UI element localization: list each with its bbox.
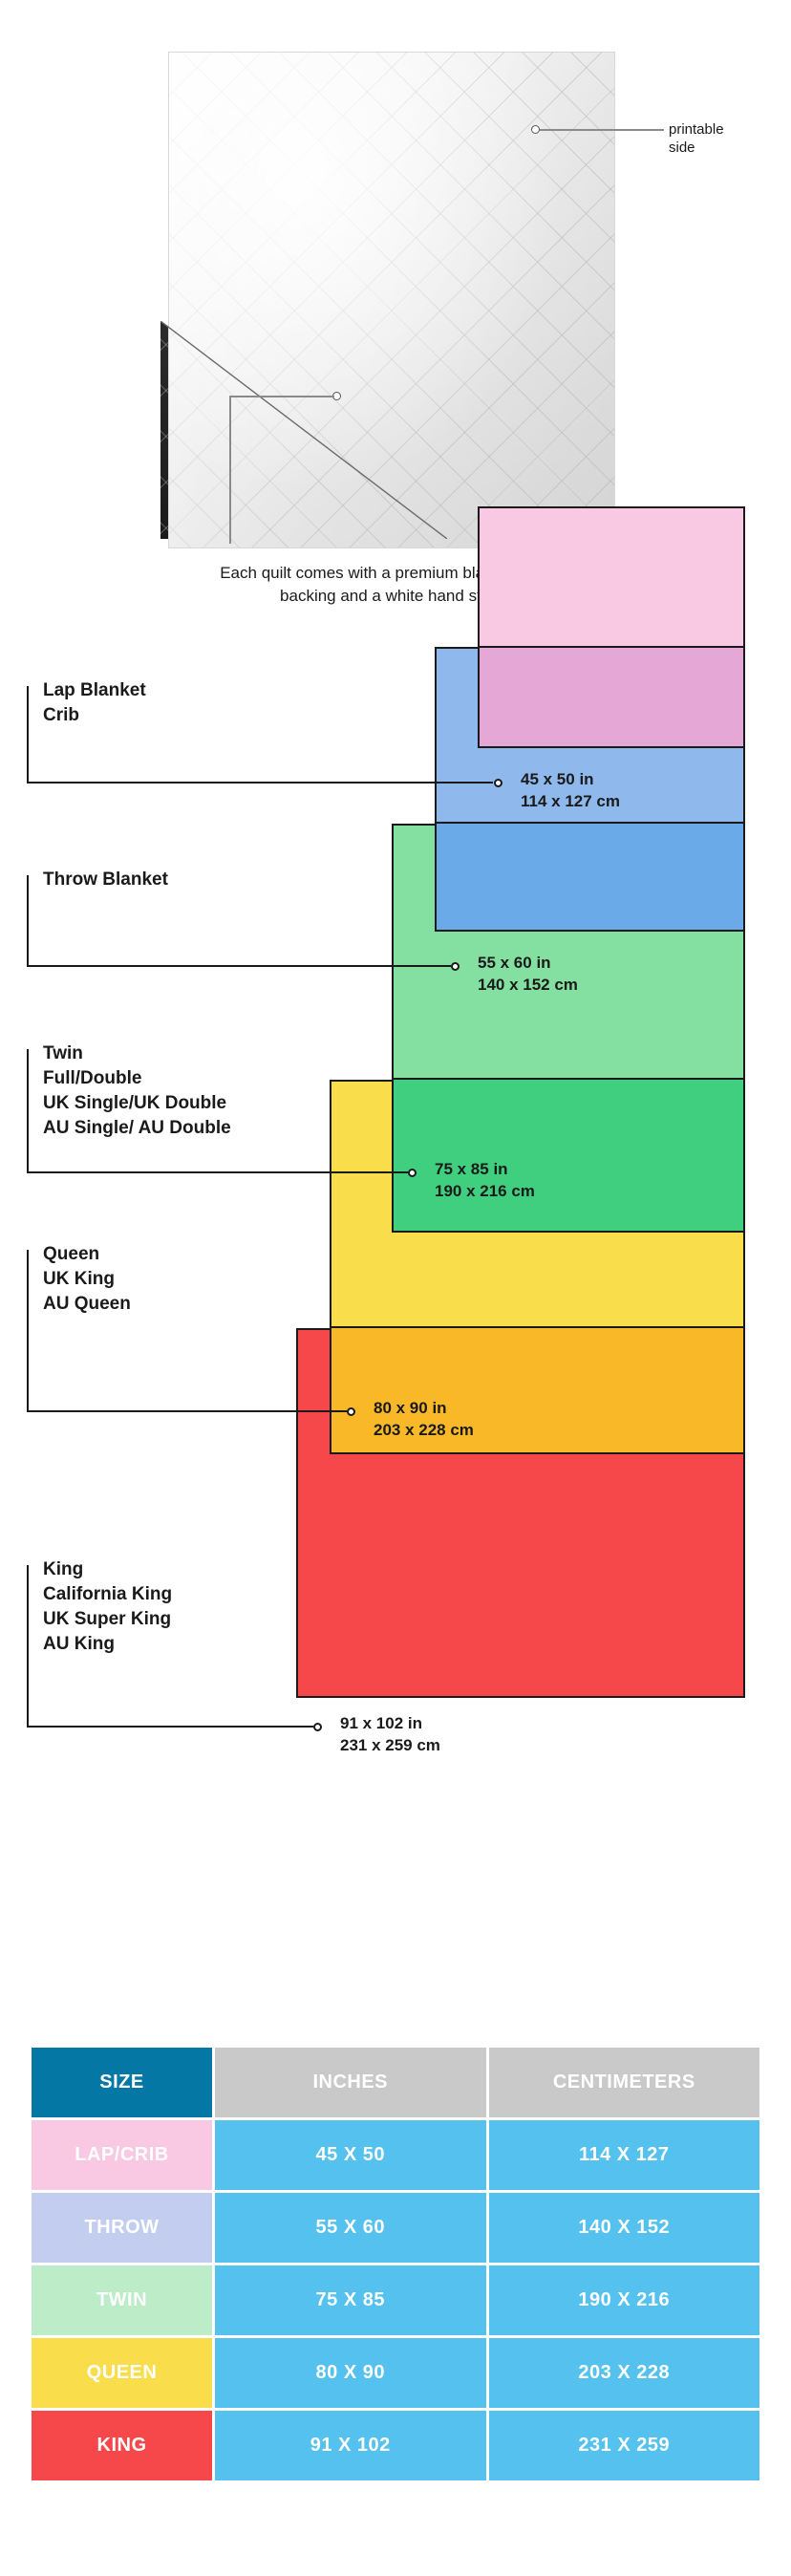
size-leader-king xyxy=(27,1565,313,1728)
size-label-queen: Queen UK King AU Queen xyxy=(43,1244,131,1314)
table-cell-size-throw: THROW xyxy=(29,2190,215,2265)
table-cell-size-queen: QUEEN xyxy=(29,2335,215,2411)
table-cell-cm-king: 231 X 259 xyxy=(485,2408,762,2483)
size-comparison-diagram: Lap Blanket Crib 45 x 50 in 114 x 127 cm… xyxy=(0,506,791,1997)
quilt-sheen-overlay xyxy=(169,53,614,547)
table-cell-cm-queen: 203 X 228 xyxy=(485,2335,762,2411)
quilt-graphic xyxy=(160,46,619,548)
size-label-throw: Throw Blanket xyxy=(43,869,168,890)
table-header-size: SIZE xyxy=(29,2045,215,2120)
size-dot-king xyxy=(313,1723,322,1731)
printable-side-callout-dot xyxy=(531,125,540,134)
backing-callout-line-horizontal xyxy=(229,396,334,397)
table-row: KING 91 X 102 231 X 259 xyxy=(29,2408,762,2483)
size-dot-queen xyxy=(347,1407,355,1416)
table-cell-size-king: KING xyxy=(29,2408,215,2483)
size-leader-queen xyxy=(27,1250,347,1412)
table-cell-cm-lap: 114 X 127 xyxy=(485,2117,762,2193)
table-row: LAP/CRIB 45 X 50 114 X 127 xyxy=(29,2117,762,2193)
table-cell-size-lap: LAP/CRIB xyxy=(29,2117,215,2193)
size-dot-throw xyxy=(451,962,460,971)
size-chart-table: SIZE INCHES CENTIMETERS LAP/CRIB 45 X 50… xyxy=(29,2045,762,2483)
printable-side-label: printable side xyxy=(669,121,724,156)
size-dim-queen: 80 x 90 in 203 x 228 cm xyxy=(374,1399,474,1439)
table-header-row: SIZE INCHES CENTIMETERS xyxy=(29,2045,762,2120)
size-dim-king: 91 x 102 in 231 x 259 cm xyxy=(340,1714,440,1754)
size-leader-twin xyxy=(27,1049,408,1173)
printable-side-callout-line xyxy=(540,129,664,131)
size-dim-twin: 75 x 85 in 190 x 216 cm xyxy=(435,1160,535,1200)
size-dim-throw: 55 x 60 in 140 x 152 cm xyxy=(478,954,578,994)
table-cell-inches-queen: 80 X 90 xyxy=(212,2335,489,2411)
table-cell-cm-twin: 190 X 216 xyxy=(485,2263,762,2338)
size-dim-lap: 45 x 50 in 114 x 127 cm xyxy=(521,770,620,810)
table-cell-inches-twin: 75 X 85 xyxy=(212,2263,489,2338)
size-leader-throw xyxy=(27,875,451,967)
size-label-lap: Lap Blanket Crib xyxy=(43,680,146,725)
table-cell-inches-lap: 45 X 50 xyxy=(212,2117,489,2193)
size-dot-twin xyxy=(408,1169,417,1177)
table-header-centimeters: CENTIMETERS xyxy=(485,2045,762,2120)
table-cell-cm-throw: 140 X 152 xyxy=(485,2190,762,2265)
table-cell-inches-king: 91 X 102 xyxy=(212,2408,489,2483)
size-rect-lap xyxy=(478,506,745,648)
table-header-inches: INCHES xyxy=(212,2045,489,2120)
quilt-illustration-section: printable side Each quilt comes with a p… xyxy=(0,0,791,650)
backing-callout-line-vertical xyxy=(229,396,231,544)
quilt-white-printable-face xyxy=(168,52,615,548)
table-row: THROW 55 X 60 140 X 152 xyxy=(29,2190,762,2265)
size-label-twin: Twin Full/Double UK Single/UK Double AU … xyxy=(43,1043,231,1138)
table-row: QUEEN 80 X 90 203 X 228 xyxy=(29,2335,762,2411)
size-label-king: King California King UK Super King AU Ki… xyxy=(43,1559,173,1654)
table-row: TWIN 75 X 85 190 X 216 xyxy=(29,2263,762,2338)
size-leader-lap xyxy=(27,686,493,784)
table-cell-inches-throw: 55 X 60 xyxy=(212,2190,489,2265)
size-dot-lap xyxy=(494,779,502,787)
table-cell-size-twin: TWIN xyxy=(29,2263,215,2338)
